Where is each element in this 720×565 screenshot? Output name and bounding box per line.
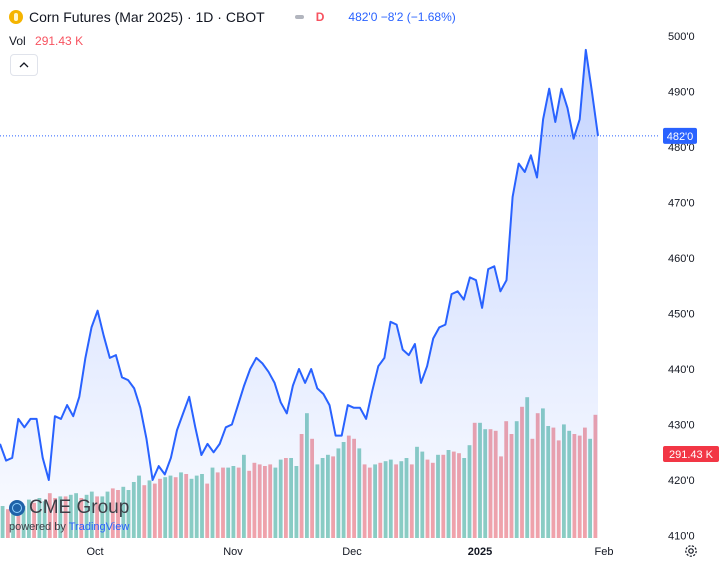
x-tick-label: 2025: [468, 546, 492, 558]
collapse-legend-button[interactable]: [10, 54, 38, 76]
tradingview-text: TradingView: [68, 521, 130, 533]
x-tick-label: Nov: [223, 546, 243, 558]
powered-by-text: powered by: [9, 521, 66, 533]
price-quote: 482'0 −8'2 (−1.68%): [348, 10, 456, 24]
volume-label: Vol: [9, 34, 26, 48]
y-tick-label: 450'0: [668, 309, 695, 321]
chevron-up-icon: [19, 62, 29, 68]
x-tick-label: Feb: [595, 546, 614, 558]
y-tick-label: 480'0: [668, 142, 695, 154]
y-tick-label: 500'0: [668, 31, 695, 43]
cme-globe-icon: [9, 500, 25, 516]
y-tick-label: 430'0: [668, 420, 695, 432]
y-tick-label: 460'0: [668, 253, 695, 265]
delay-badge[interactable]: D: [315, 10, 325, 24]
y-tick-label: 410'0: [668, 531, 695, 543]
market-status-icon[interactable]: [294, 15, 304, 19]
price-line: [0, 48, 599, 481]
x-tick-label: Dec: [342, 546, 362, 558]
last-volume-badge: [663, 446, 719, 462]
cme-logo[interactable]: CME Group powered by TradingView: [9, 497, 129, 533]
volume-value: 291.43 K: [35, 34, 84, 48]
y-tick-label: 420'0: [668, 475, 695, 487]
corn-symbol-icon: [9, 10, 23, 24]
powered-by: powered by TradingView: [9, 521, 129, 533]
last-volume-label: 291.43 K: [669, 449, 714, 461]
price-area: [0, 49, 598, 539]
y-tick-label: 440'0: [668, 364, 695, 376]
brand-name: CME Group: [29, 497, 130, 518]
gear-icon[interactable]: [684, 544, 698, 558]
last-price-badge: [663, 127, 697, 144]
y-tick-label: 490'0: [668, 87, 695, 99]
x-tick-label: Oct: [86, 546, 103, 558]
chart-header: Corn Futures (Mar 2025) · 1D · CBOT D 48…: [9, 8, 456, 26]
symbol-title[interactable]: Corn Futures (Mar 2025) · 1D · CBOT: [29, 9, 265, 25]
volume-legend: Vol 291.43 K: [9, 34, 83, 48]
y-tick-label: 470'0: [668, 198, 695, 210]
last-price-label: 482'0: [667, 131, 694, 143]
